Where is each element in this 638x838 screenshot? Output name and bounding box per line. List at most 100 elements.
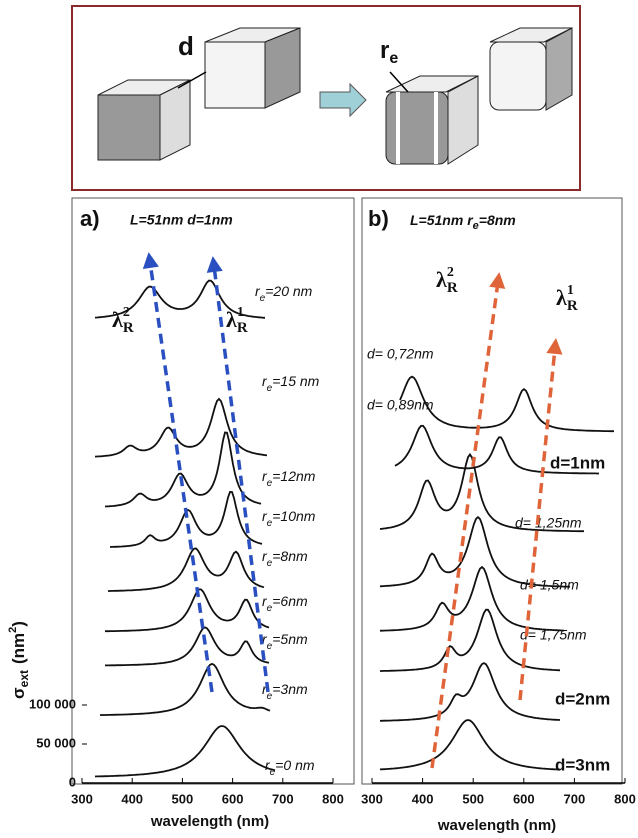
- label-sub: e: [270, 767, 276, 778]
- x-axis-label: wavelength (nm): [437, 817, 556, 834]
- panel-letter: a): [80, 206, 100, 231]
- x-tick-label: 500: [462, 791, 484, 806]
- lambda-sup: 1: [237, 305, 244, 320]
- transform-arrow: [319, 82, 367, 118]
- lambda-label: λ1 R: [556, 283, 578, 314]
- y-unit: (nm: [9, 633, 28, 664]
- panel-letter: b): [368, 206, 389, 231]
- label-main: r: [262, 593, 268, 609]
- curve-label: re=20 nm: [255, 283, 313, 304]
- x-tick-label: 600: [222, 791, 244, 806]
- x-tick-label: 800: [614, 791, 636, 806]
- label-sub: e: [260, 293, 266, 304]
- radius-arrow: [389, 71, 409, 93]
- label-sub: e: [267, 603, 273, 614]
- spectrum: [380, 608, 561, 672]
- radius-main: r: [380, 37, 389, 64]
- curve-label: d=1nm: [550, 453, 605, 472]
- panel-title: L=51nm d=1nm: [130, 212, 233, 228]
- y-sub: ext: [17, 670, 31, 687]
- label-rest: =12nm: [272, 468, 316, 484]
- label-main: r: [262, 548, 268, 564]
- resonance-trend: [212, 265, 270, 693]
- label-sub: e: [267, 641, 273, 652]
- arrow-head: [142, 252, 159, 269]
- lambda-symbol: λ: [112, 307, 123, 332]
- spectrum: [104, 431, 262, 508]
- panel-title: L=51nm re=8nm: [410, 212, 516, 232]
- label-rest: =3nm: [272, 681, 308, 697]
- x-tick-label: 400: [121, 791, 143, 806]
- curve-label: re=12nm: [262, 468, 316, 489]
- x-tick-label: 800: [322, 791, 344, 806]
- label-rest: =6nm: [272, 593, 308, 609]
- x-axis-label: wavelength (nm): [150, 813, 269, 830]
- title-main: L=51nm r: [410, 212, 474, 228]
- spectrum: [94, 725, 276, 778]
- x-tick-label: 700: [272, 791, 294, 806]
- panel-b-frame: [361, 197, 623, 785]
- radius-label: re: [380, 37, 398, 67]
- lambda-label: λ2 R: [436, 265, 458, 296]
- x-tick-label: 700: [564, 791, 586, 806]
- lambda-sub: R: [567, 298, 578, 314]
- arrow-head: [206, 256, 223, 273]
- label-sub: e: [267, 518, 273, 529]
- spectrum: [399, 375, 614, 433]
- curve-label: d= 0,72nm: [367, 346, 434, 362]
- rounded-cube-right: [489, 27, 573, 111]
- curve-label: d= 1,5nm: [520, 577, 579, 593]
- curve-label: re=6nm: [262, 593, 308, 614]
- label-rest: =15 nm: [272, 373, 319, 389]
- x-tick-label: 400: [412, 791, 434, 806]
- label-rest: =8nm: [272, 548, 308, 564]
- label-rest: =10nm: [272, 508, 316, 524]
- spectrum: [380, 662, 561, 722]
- x-tick-label: 300: [71, 791, 93, 806]
- cube-right: [204, 27, 301, 109]
- label-sub: e: [267, 478, 273, 489]
- label-main: r: [262, 373, 268, 389]
- lambda-symbol: λ: [556, 285, 567, 310]
- curve-label: re=5nm: [262, 631, 308, 652]
- spectrum: [108, 547, 265, 592]
- rounded-cube-left: [385, 75, 479, 165]
- curve-label: d= 1,75nm: [520, 627, 587, 643]
- label-sub: e: [267, 558, 273, 569]
- resonance-trend: [430, 281, 500, 769]
- lambda-label: λ2 R: [112, 305, 134, 336]
- spectrum: [99, 662, 271, 716]
- spectrum: [379, 515, 570, 588]
- title-rest: =8nm: [479, 212, 516, 228]
- arrow-head: [489, 272, 506, 289]
- resonance-trend: [148, 261, 214, 693]
- curve-label: re=10nm: [262, 508, 316, 529]
- label-main: r: [262, 468, 268, 484]
- arrow-head: [546, 338, 563, 355]
- curve-label: re=15 nm: [262, 373, 320, 394]
- spectrum: [379, 452, 584, 533]
- lambda-sup: 2: [123, 305, 130, 320]
- label-rest: =20 nm: [265, 283, 312, 299]
- label-rest: =5nm: [272, 631, 308, 647]
- y-tick-label: 50 000: [36, 735, 76, 750]
- label-main: r: [262, 508, 268, 524]
- spectrum: [105, 588, 270, 633]
- radius-sub: e: [389, 50, 398, 67]
- spectrum: [394, 424, 599, 475]
- x-tick-label: 300: [361, 791, 383, 806]
- label-sub: e: [267, 691, 273, 702]
- panel-a-frame: [71, 197, 355, 785]
- curve-label: d= 1,25nm: [515, 515, 582, 531]
- lambda-sub: R: [237, 320, 248, 336]
- label-sub: e: [267, 383, 273, 394]
- spectrum: [94, 397, 268, 458]
- lambda-label: λ1 R: [226, 305, 248, 336]
- spectrum: [380, 565, 565, 632]
- lambda-sup: 2: [447, 265, 454, 280]
- x-tick-label: 500: [172, 791, 194, 806]
- label-rest: =0 nm: [275, 757, 315, 773]
- x-tick-label: 600: [513, 791, 535, 806]
- spectrum: [94, 279, 266, 319]
